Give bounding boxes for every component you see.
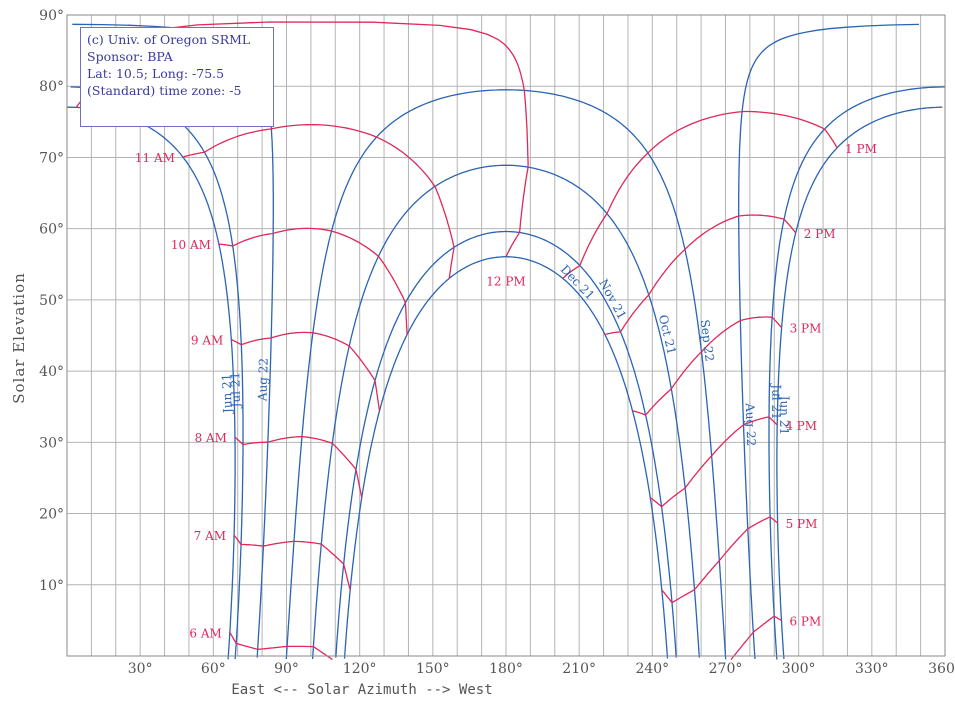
- y-axis-title: Solar Elevation: [10, 272, 28, 404]
- y-tick-label: 10°: [39, 578, 64, 594]
- hour-label: 5 PM: [786, 517, 818, 531]
- hour-line: [604, 214, 797, 336]
- date-line: [67, 106, 943, 660]
- date-label: Dec 21: [558, 262, 598, 302]
- hour-label: 9 AM: [191, 334, 223, 348]
- y-tick-label: 40°: [39, 364, 64, 380]
- date-line: [335, 230, 677, 658]
- date-label: Aug 22: [255, 358, 270, 403]
- x-tick-label: 120°: [343, 661, 377, 677]
- y-tick-label: 80°: [39, 79, 64, 95]
- x-tick-label: 360°: [928, 661, 955, 677]
- x-tick-label: 30°: [128, 661, 153, 677]
- x-tick-label: 270°: [709, 661, 743, 677]
- x-axis-title: East <-- Solar Azimuth --> West: [231, 682, 492, 698]
- hour-label: 4 PM: [785, 419, 817, 433]
- date-line: [70, 86, 945, 660]
- x-tick-label: 240°: [635, 661, 669, 677]
- x-tick-label: 210°: [562, 661, 596, 677]
- hour-line: [229, 631, 333, 661]
- hour-label: 3 PM: [790, 322, 822, 336]
- date-label: Jul 21: [228, 372, 243, 410]
- hour-label: 6 AM: [189, 626, 221, 640]
- hour-line: [730, 615, 782, 660]
- date-line: [311, 164, 700, 660]
- date-label: Aug 22: [743, 402, 759, 447]
- site-info-box: (c) Univ. of Oregon SRML Sponsor: BPA La…: [80, 27, 274, 127]
- hour-label: 12 PM: [486, 275, 525, 289]
- hour-line: [649, 416, 778, 507]
- series-labels: 6 AM 7 AM 8 AM 9 AM 10 AM 11 AM 12 PM 1 PM 2 PM 3…: [135, 142, 877, 641]
- tick-labels: 30° 60° 90° 120° 150° 180° 210° 240° 270° 300° 330…: [39, 8, 955, 677]
- date-label: Jun 21: [219, 373, 234, 415]
- y-tick-label: 30°: [39, 435, 64, 451]
- date-label: Oct 21: [656, 313, 679, 356]
- hour-line: [231, 331, 381, 411]
- date-line: [285, 89, 727, 660]
- hour-label: 7 AM: [194, 529, 226, 543]
- date-label: Jun 21: [777, 394, 792, 436]
- y-tick-label: 60°: [39, 222, 64, 238]
- x-tick-label: 180°: [489, 661, 523, 677]
- hour-line: [218, 227, 408, 335]
- plot-frame: [66, 14, 946, 657]
- hour-label: 8 AM: [195, 431, 227, 445]
- x-tick-label: 90°: [274, 661, 299, 677]
- x-tick-label: 300°: [782, 661, 816, 677]
- sponsor-text: Sponsor: BPA: [87, 49, 173, 64]
- y-tick-label: 20°: [39, 507, 64, 523]
- hour-label: 11 AM: [135, 151, 175, 165]
- hour-label: 1 PM: [845, 142, 877, 156]
- hour-line: [234, 436, 363, 498]
- date-label: Jul 21: [769, 382, 783, 420]
- hour-label: 6 PM: [789, 614, 821, 628]
- y-tick-label: 90°: [39, 8, 64, 24]
- hour-label: 2 PM: [804, 227, 836, 241]
- x-tick-label: 330°: [855, 661, 889, 677]
- time-zone-text: (Standard) time zone: -5: [87, 83, 242, 98]
- hour-line: [632, 316, 783, 416]
- hour-line: [562, 110, 838, 279]
- hour-line: [661, 516, 779, 604]
- date-label: Sep 22: [698, 319, 717, 363]
- lat-long-text: Lat: 10.5; Long: -75.5: [87, 66, 225, 81]
- x-tick-label: 150°: [416, 661, 450, 677]
- hour-line: [182, 124, 455, 279]
- y-tick-label: 70°: [39, 150, 64, 166]
- y-tick-label: 50°: [39, 293, 64, 309]
- copyright-text: (c) Univ. of Oregon SRML: [87, 32, 251, 47]
- x-tick-label: 60°: [201, 661, 226, 677]
- hour-line: [233, 534, 351, 591]
- hour-label: 10 AM: [171, 238, 211, 252]
